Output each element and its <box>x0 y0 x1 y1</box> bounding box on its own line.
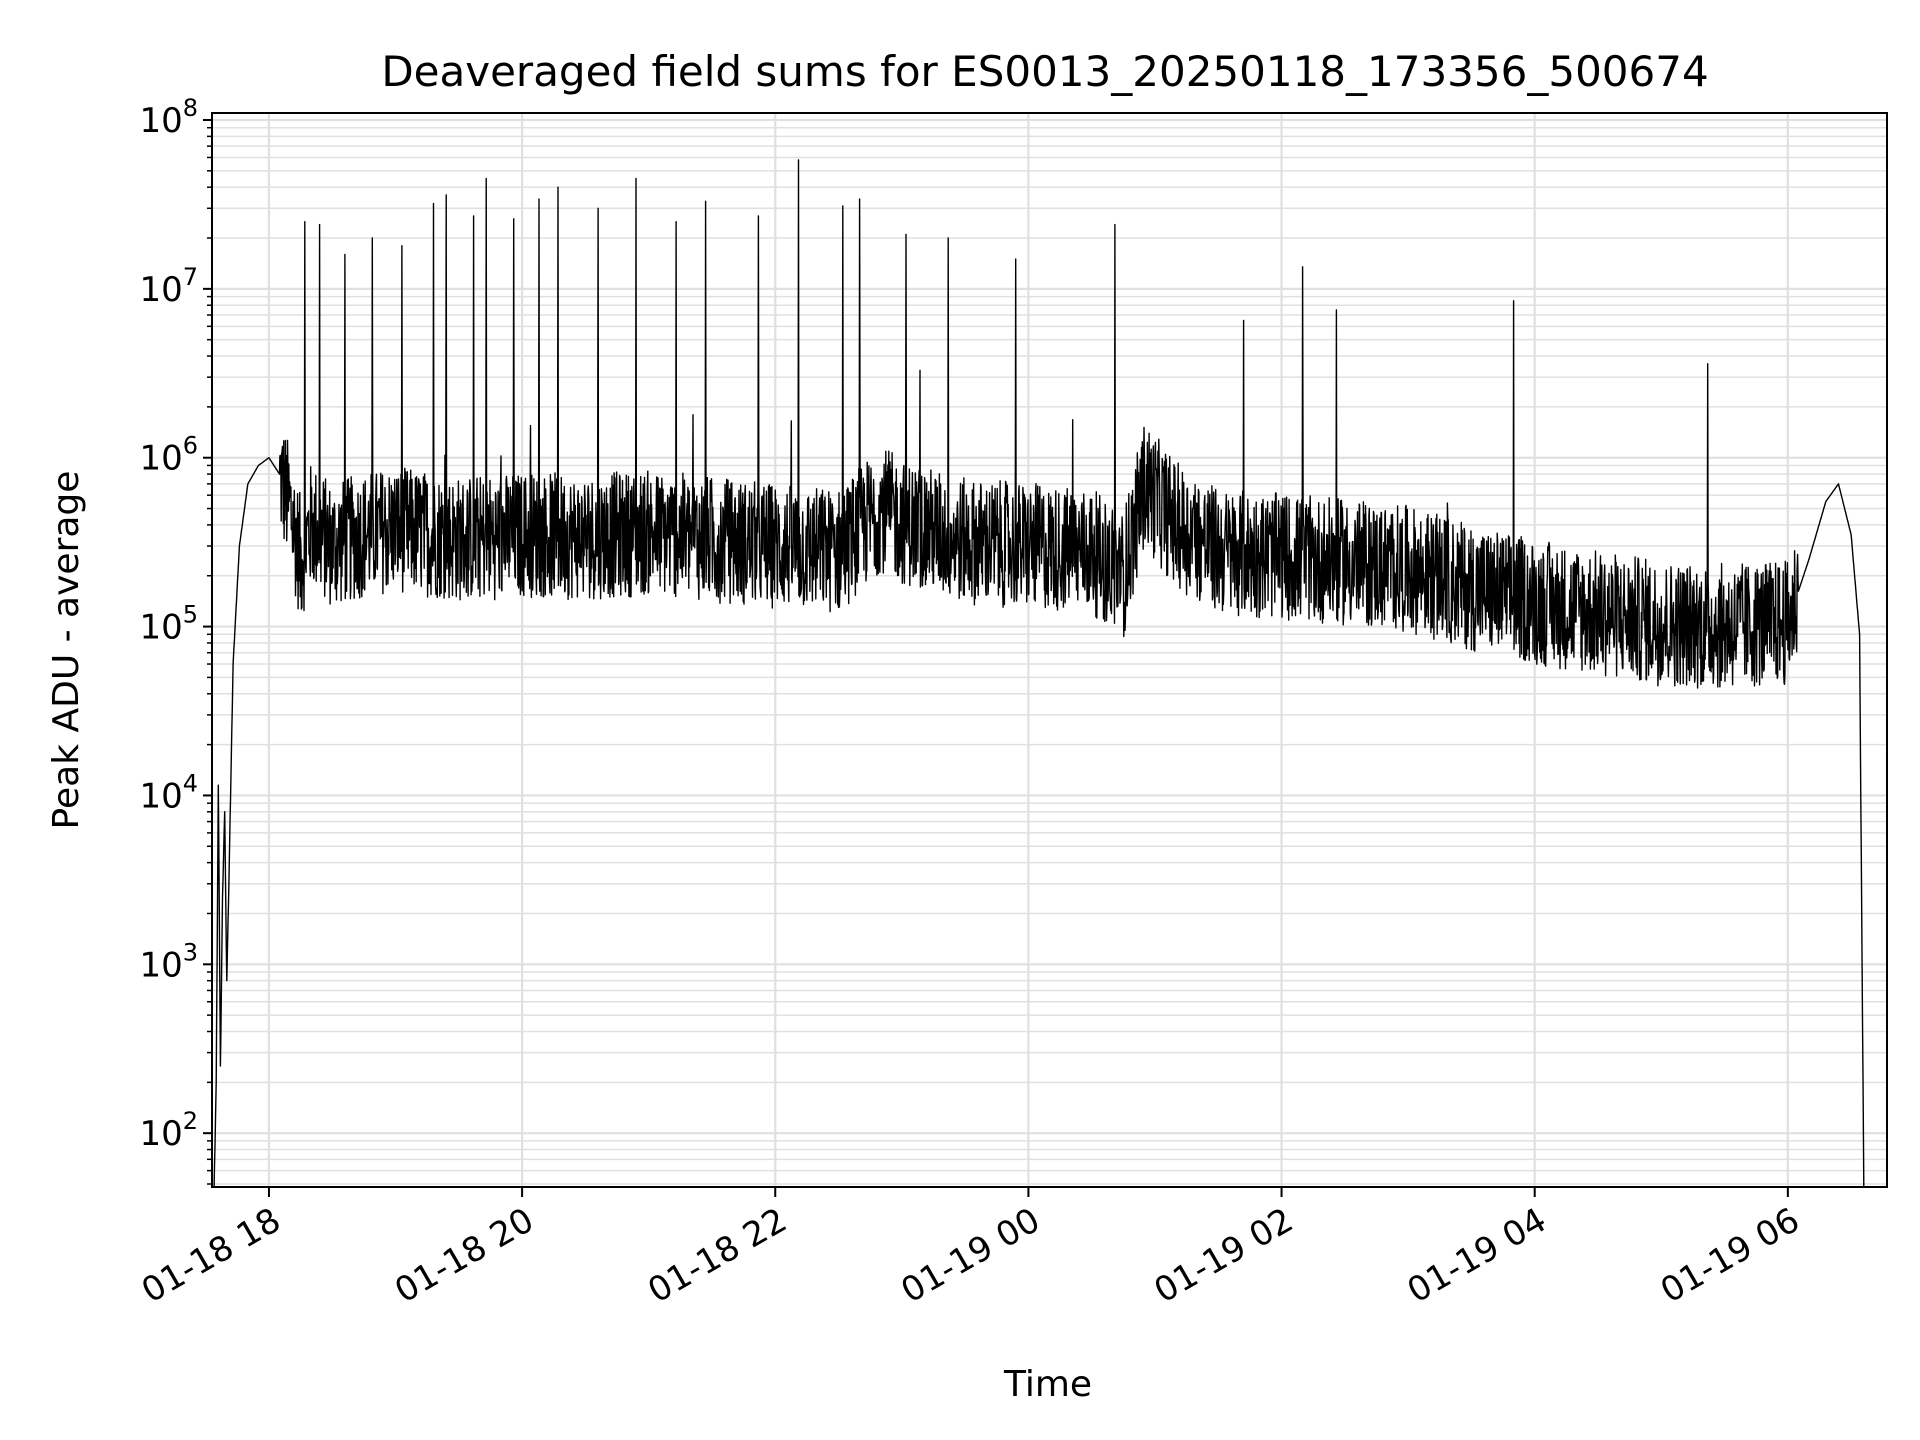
y-tick-label: 107 <box>139 263 198 310</box>
y-tick-label: 105 <box>139 601 198 648</box>
x-tick-label: 01-19 06 <box>1654 1200 1806 1311</box>
y-tick-label: 106 <box>139 432 198 479</box>
y-tick-label: 102 <box>139 1107 198 1154</box>
x-tick-label: 01-18 22 <box>641 1200 793 1311</box>
y-tick-label: 104 <box>139 769 198 816</box>
y-axis-label: Peak ADU - average <box>46 471 87 830</box>
grid-major <box>212 113 1887 1187</box>
plot-frame <box>211 112 1888 1188</box>
x-tick-label: 01-19 04 <box>1401 1200 1553 1311</box>
chart-title: Deaveraged field sums for ES0013_2025011… <box>381 47 1708 96</box>
y-tick-label: 108 <box>139 94 198 141</box>
x-tick-label: 01-18 18 <box>135 1200 287 1311</box>
x-axis-label: Time <box>1003 1364 1092 1405</box>
x-tick-label: 01-18 20 <box>388 1200 540 1311</box>
x-tick-label: 01-19 02 <box>1148 1200 1300 1311</box>
y-axis: 102 103 104 105 106 107 108 <box>139 94 212 1185</box>
grid-minor <box>212 126 1887 1185</box>
x-axis: 01-18 18 01-18 20 01-18 22 01-19 00 01-19 02… <box>135 1187 1806 1311</box>
series-line <box>213 159 1865 1188</box>
series-layer <box>213 159 1865 1188</box>
x-tick-label: 01-19 00 <box>895 1200 1047 1311</box>
y-tick-label: 103 <box>139 938 198 985</box>
